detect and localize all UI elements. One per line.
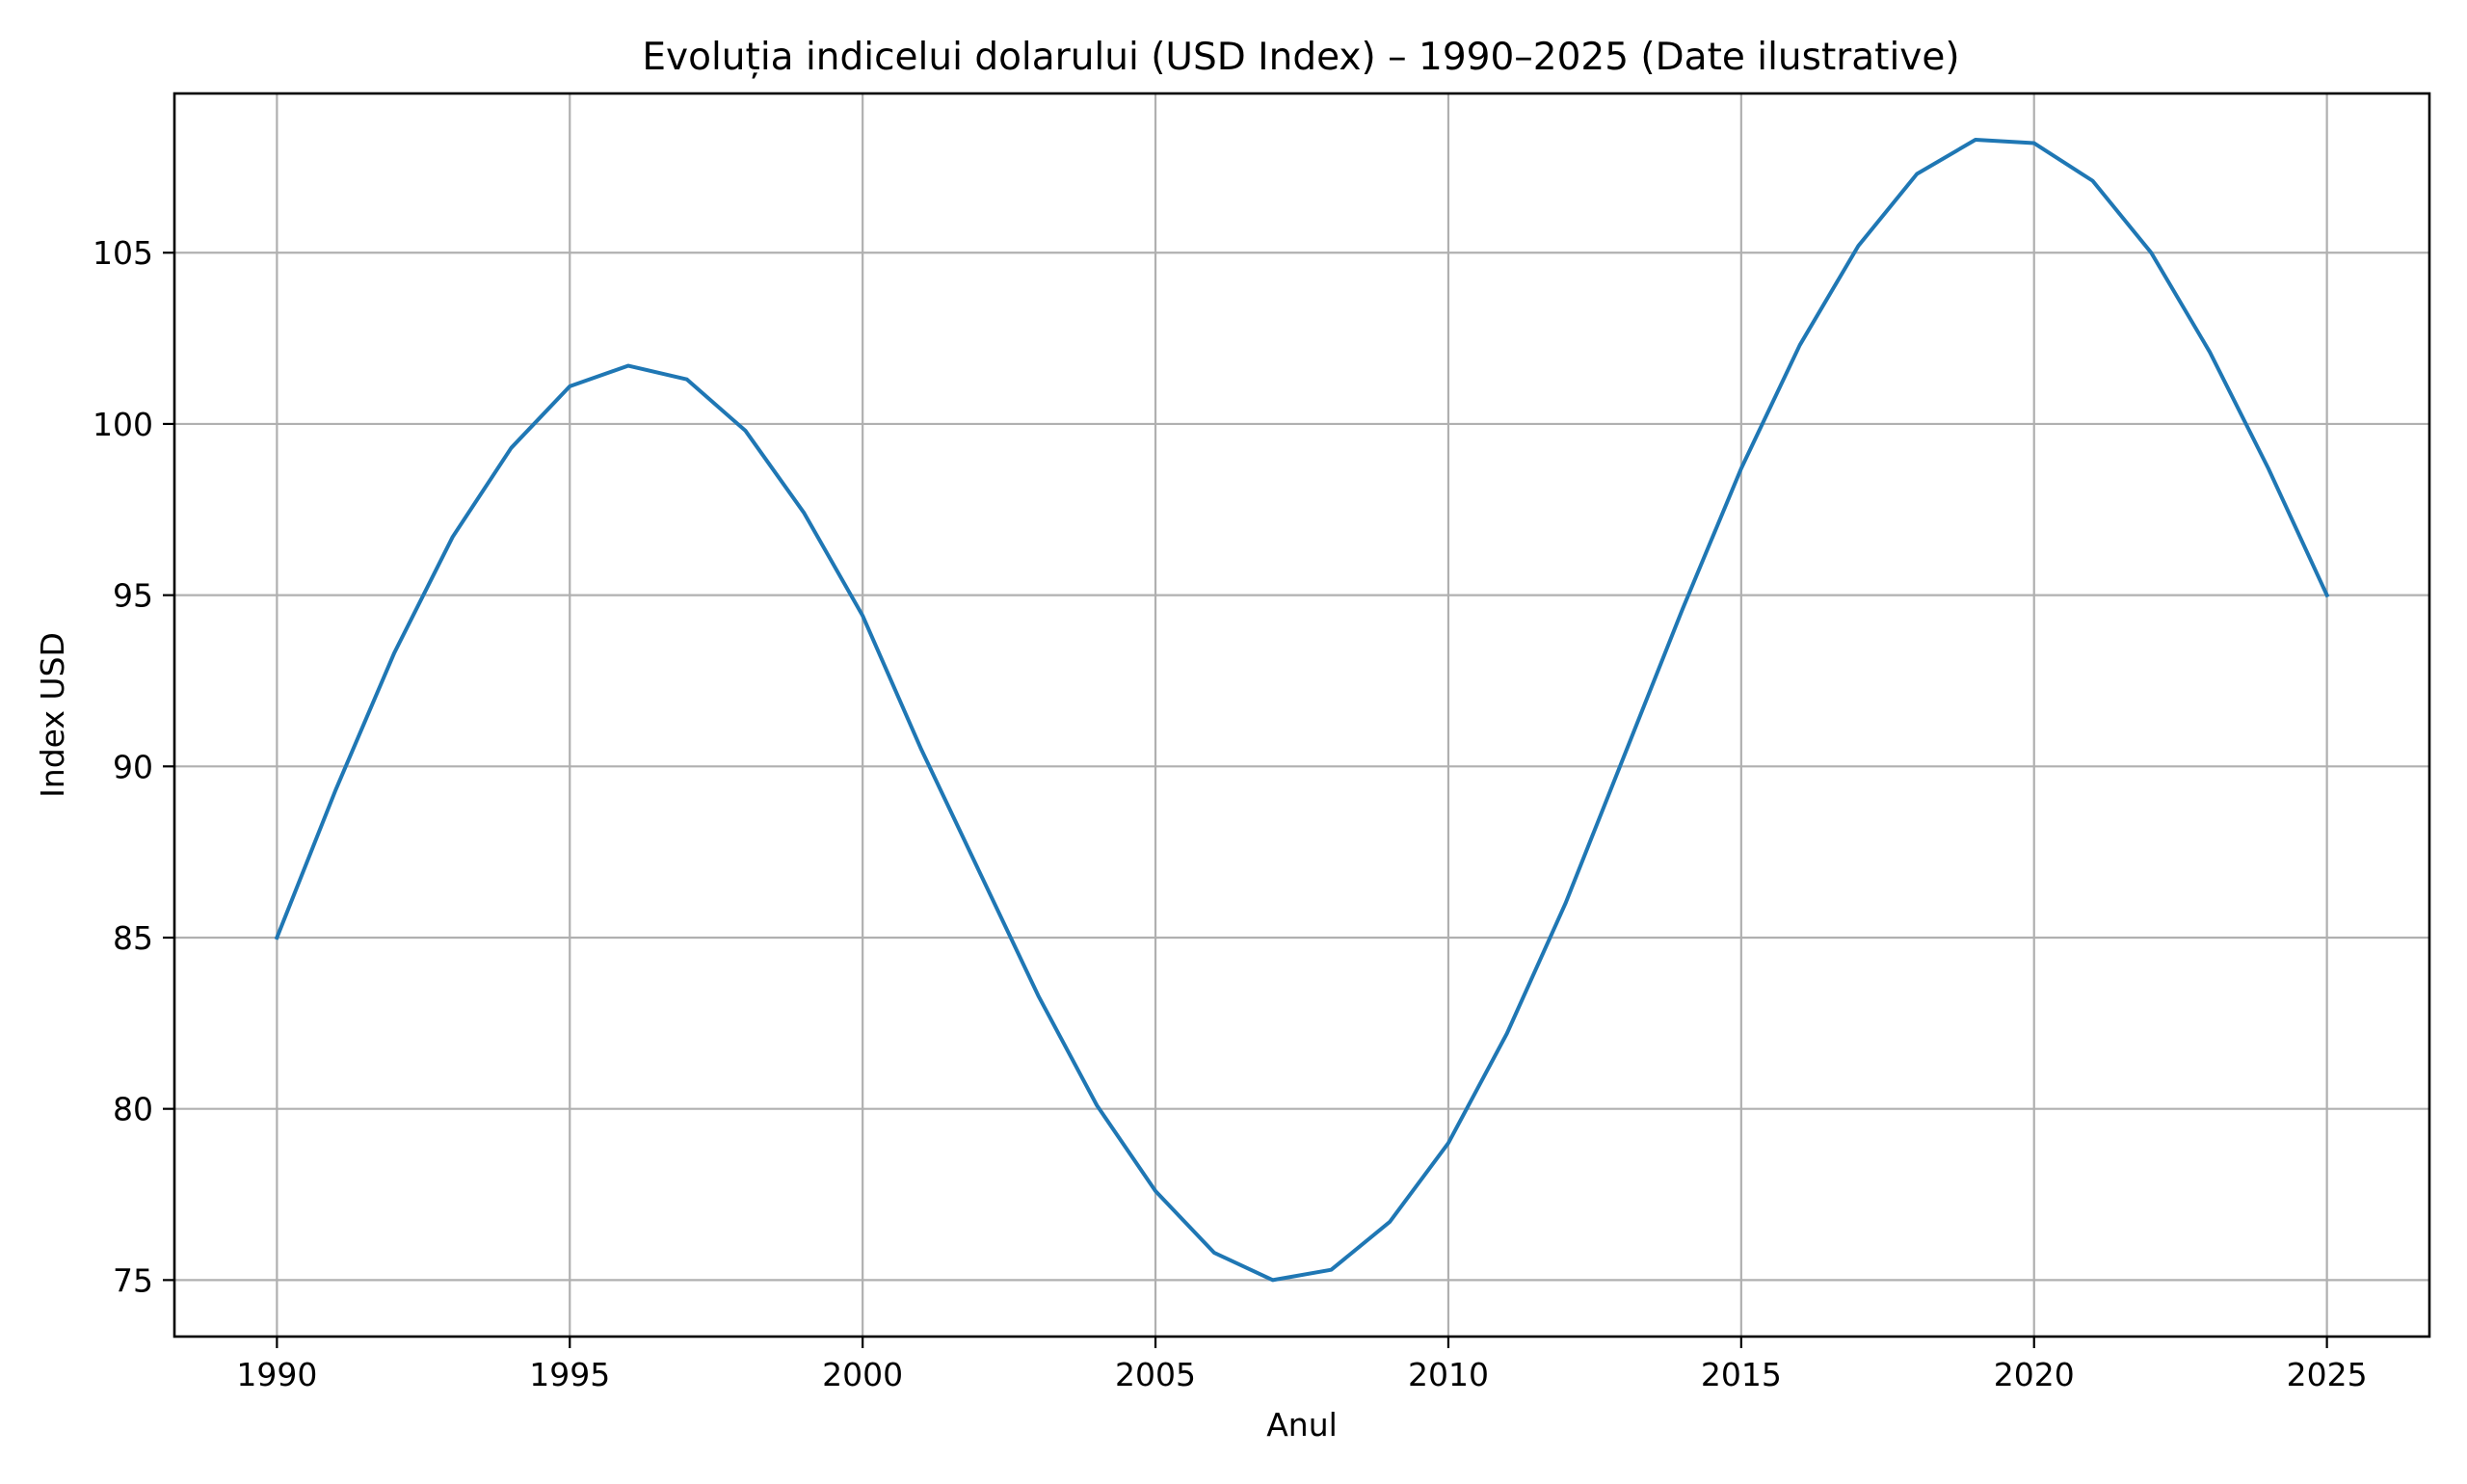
y-tick-label: 105 [93, 234, 153, 272]
series-line [274, 137, 2330, 1283]
x-tick-label: 2005 [1115, 1356, 1196, 1393]
plot-area-frame [172, 92, 2431, 1338]
x-tick-label: 2010 [1408, 1356, 1489, 1393]
x-tick-label: 1990 [236, 1356, 317, 1393]
x-tick-label: 2000 [822, 1356, 903, 1393]
y-tick-label: 95 [113, 577, 153, 615]
x-tick-label: 2025 [2287, 1356, 2368, 1393]
y-tick-label: 100 [93, 406, 153, 443]
y-axis-title: Index USD [34, 632, 71, 798]
x-axis-title: Anul [1266, 1406, 1338, 1444]
y-tick-label: 85 [113, 919, 153, 957]
x-tick-label: 2015 [1701, 1356, 1782, 1393]
x-tick-label: 1995 [529, 1356, 610, 1393]
y-tick-label: 90 [113, 748, 153, 785]
y-tick-label: 80 [113, 1091, 153, 1128]
tick-layer: 1990 1995 2000 2005 2010 2015 2020 2025 75 80 85 90… [93, 234, 2368, 1393]
chart-title: Evoluția indicelui dolarului (USD Index)… [642, 36, 1959, 79]
x-tick-label: 2020 [1994, 1356, 2075, 1393]
series-layer [274, 137, 2330, 1283]
grid-layer [174, 93, 2429, 1337]
y-tick-label: 75 [113, 1261, 153, 1299]
